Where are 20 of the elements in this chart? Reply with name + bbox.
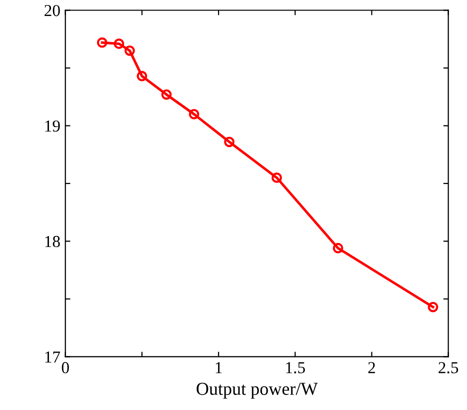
y-tick-label: 19 — [45, 120, 60, 132]
point — [114, 38, 124, 49]
point — [272, 172, 282, 183]
point — [96, 37, 108, 48]
x-tick-label: 2 — [368, 362, 375, 374]
y-tick-label: 20 — [44, 4, 60, 16]
point — [188, 108, 200, 120]
x-axis-title: Output power/W — [196, 382, 318, 399]
x-tick-label: 2.5 — [438, 362, 458, 374]
point — [136, 70, 148, 82]
point — [224, 136, 234, 148]
point — [124, 45, 135, 56]
point — [428, 302, 438, 312]
x-tick-label: 0 — [62, 362, 69, 374]
y-tick-label: 18 — [45, 236, 60, 248]
point — [332, 242, 344, 254]
x-tick-label: 1.5 — [286, 362, 305, 374]
point — [161, 89, 172, 100]
x-tick-label: 1 — [216, 362, 222, 374]
y-tick-label: 17 — [45, 351, 60, 362]
